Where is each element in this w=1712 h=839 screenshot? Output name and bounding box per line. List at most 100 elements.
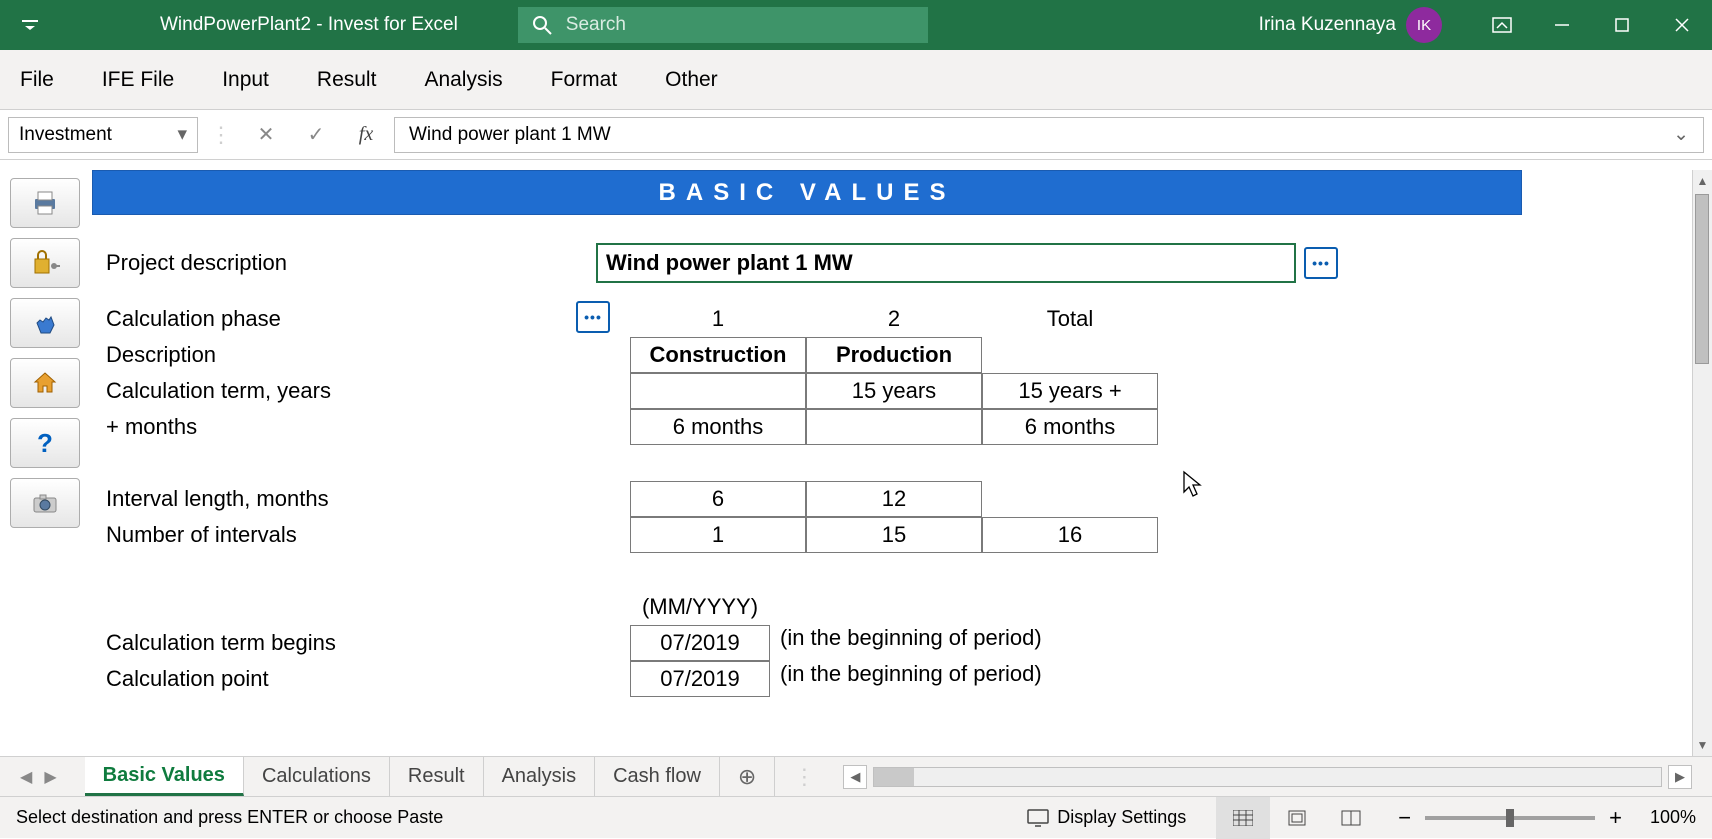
zoom-slider[interactable]	[1425, 816, 1595, 820]
num-intervals-total: 16	[982, 517, 1158, 553]
zoom-knob[interactable]	[1506, 809, 1514, 827]
tab-add-button[interactable]: ⊕	[720, 757, 775, 796]
menu-result[interactable]: Result	[317, 68, 377, 92]
user-avatar[interactable]: IK	[1406, 7, 1442, 43]
formula-bar: Investment ▾ ⋮ ✕ ✓ fx Wind power plant 1…	[0, 110, 1712, 160]
view-page-break-button[interactable]	[1324, 797, 1378, 839]
view-normal-button[interactable]	[1216, 797, 1270, 839]
chevron-down-icon[interactable]: ▾	[177, 123, 187, 146]
vscroll-thumb[interactable]	[1695, 194, 1709, 364]
project-description-more-button[interactable]: •••	[1304, 247, 1338, 279]
term-years-label: Calculation term, years	[106, 373, 576, 409]
num-intervals-1[interactable]: 1	[630, 517, 806, 553]
desc-construction[interactable]: Construction	[630, 337, 806, 373]
title-bar: WindPowerPlant2 - Invest for Excel Searc…	[0, 0, 1712, 50]
help-button[interactable]: ?	[10, 418, 80, 468]
term-months-2[interactable]	[806, 409, 982, 445]
num-intervals-label: Number of intervals	[106, 517, 576, 553]
tab-next-icon[interactable]: ▶	[44, 767, 56, 787]
description-label: Description	[106, 337, 576, 373]
lock-button[interactable]	[10, 238, 80, 288]
tab-calculations[interactable]: Calculations	[244, 757, 390, 796]
sheet-tab-bar: ◀ ▶ Basic Values Calculations Result Ana…	[0, 756, 1712, 796]
hscroll-thumb[interactable]	[874, 768, 914, 786]
project-description-label: Project description	[106, 250, 596, 276]
scroll-down-icon[interactable]: ▼	[1693, 734, 1712, 756]
search-icon	[532, 15, 552, 35]
term-begins-value[interactable]: 07/2019	[630, 625, 770, 661]
tab-cash-flow[interactable]: Cash flow	[595, 757, 720, 796]
term-years-2[interactable]: 15 years	[806, 373, 982, 409]
display-settings-label: Display Settings	[1057, 807, 1186, 828]
interval-len-1[interactable]: 6	[630, 481, 806, 517]
display-settings-button[interactable]: Display Settings	[1027, 807, 1186, 828]
fx-button[interactable]: fx	[344, 117, 388, 153]
print-button[interactable]	[10, 178, 80, 228]
scroll-up-icon[interactable]: ▲	[1693, 170, 1712, 192]
hscroll-left-icon[interactable]: ◀	[843, 765, 867, 789]
tab-nav: ◀ ▶	[10, 767, 67, 787]
menu-file[interactable]: File	[20, 68, 54, 92]
cancel-formula-button[interactable]: ✕	[244, 117, 288, 153]
desc-production[interactable]: Production	[806, 337, 982, 373]
calc-point-value[interactable]: 07/2019	[630, 661, 770, 697]
menu-analysis[interactable]: Analysis	[424, 68, 502, 92]
term-months-total: 6 months	[982, 409, 1158, 445]
horizontal-scrollbar[interactable]: ◀ ▶	[843, 765, 1692, 789]
close-button[interactable]	[1652, 0, 1712, 50]
tab-basic-values[interactable]: Basic Values	[85, 757, 244, 796]
term-months-1[interactable]: 6 months	[630, 409, 806, 445]
phase-col-total: Total	[982, 301, 1158, 337]
menu-ife-file[interactable]: IFE File	[102, 68, 174, 92]
sheet-area: BASIC VALUES Project description Wind po…	[92, 170, 1712, 756]
name-box[interactable]: Investment ▾	[8, 117, 198, 153]
menu-format[interactable]: Format	[551, 68, 618, 92]
search-box[interactable]: Search	[518, 7, 928, 43]
calculation-phase-more-button[interactable]: •••	[576, 301, 610, 333]
term-begins-note: (in the beginning of period)	[770, 625, 1042, 661]
formula-value: Wind power plant 1 MW	[409, 124, 611, 146]
home-button[interactable]	[10, 358, 80, 408]
hscroll-right-icon[interactable]: ▶	[1668, 765, 1692, 789]
term-years-total: 15 years +	[982, 373, 1158, 409]
interval-len-2[interactable]: 12	[806, 481, 982, 517]
term-begins-label: Calculation term begins	[106, 625, 576, 661]
menu-bar: File IFE File Input Result Analysis Form…	[0, 50, 1712, 110]
menu-other[interactable]: Other	[665, 68, 718, 92]
workspace: ? BASIC VALUES Project description Wind …	[0, 160, 1712, 756]
customize-toolbar-icon[interactable]	[0, 20, 60, 30]
search-placeholder: Search	[566, 14, 626, 36]
phase-col-2: 2	[806, 301, 982, 337]
project-description-input[interactable]: Wind power plant 1 MW	[596, 243, 1296, 283]
term-months-label: + months	[106, 409, 576, 445]
hand-button[interactable]	[10, 298, 80, 348]
maximize-button[interactable]	[1592, 0, 1652, 50]
zoom-in-button[interactable]: +	[1609, 805, 1622, 831]
hscroll-track[interactable]	[873, 767, 1662, 787]
formula-input[interactable]: Wind power plant 1 MW ⌄	[394, 117, 1704, 153]
zoom-controls: − + 100%	[1398, 805, 1696, 831]
minimize-button[interactable]	[1532, 0, 1592, 50]
camera-button[interactable]	[10, 478, 80, 528]
view-switcher	[1216, 797, 1378, 839]
menu-input[interactable]: Input	[222, 68, 269, 92]
zoom-percent[interactable]: 100%	[1636, 807, 1696, 828]
ribbon-display-icon[interactable]	[1472, 0, 1532, 50]
tab-result[interactable]: Result	[390, 757, 484, 796]
num-intervals-2[interactable]: 15	[806, 517, 982, 553]
calc-point-label: Calculation point	[106, 661, 576, 697]
expand-formula-icon[interactable]: ⌄	[1673, 123, 1689, 146]
banner-basic-values: BASIC VALUES	[92, 170, 1522, 215]
user-name[interactable]: Irina Kuzennaya	[1259, 14, 1396, 36]
calculation-phase-label: Calculation phase	[106, 301, 576, 337]
tab-prev-icon[interactable]: ◀	[20, 767, 32, 787]
zoom-out-button[interactable]: −	[1398, 805, 1411, 831]
enter-formula-button[interactable]: ✓	[294, 117, 338, 153]
term-years-1[interactable]	[630, 373, 806, 409]
phase-col-1: 1	[630, 301, 806, 337]
display-icon	[1027, 809, 1049, 827]
vertical-scrollbar[interactable]: ▲ ▼	[1692, 170, 1712, 756]
name-box-value: Investment	[19, 124, 112, 146]
tab-analysis[interactable]: Analysis	[484, 757, 595, 796]
view-page-layout-button[interactable]	[1270, 797, 1324, 839]
